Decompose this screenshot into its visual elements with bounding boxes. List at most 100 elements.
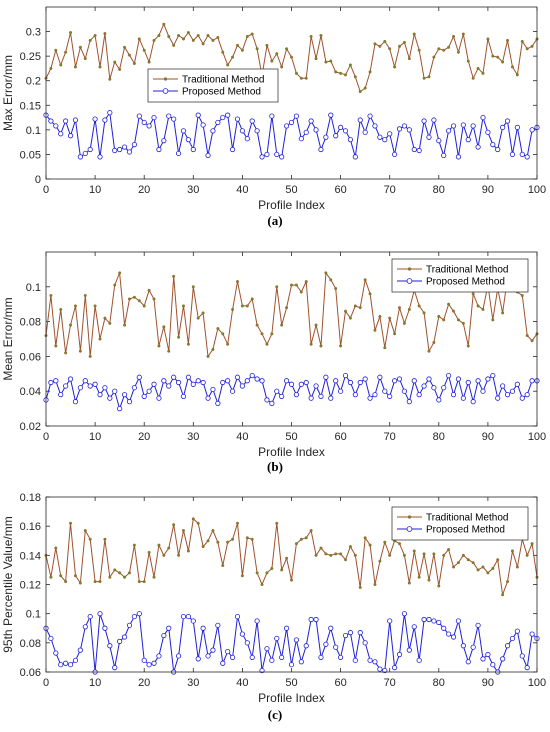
data-point-proposed <box>436 619 442 626</box>
x-tick-label: 80 <box>433 431 445 443</box>
data-point-traditional <box>206 539 210 543</box>
x-tick-label: 70 <box>384 184 396 196</box>
data-point-proposed <box>485 376 491 382</box>
data-point-proposed <box>500 383 506 389</box>
x-axis-label: Profile Index <box>258 198 325 212</box>
data-point-proposed <box>112 388 118 394</box>
data-point-traditional <box>501 311 505 315</box>
data-point-traditional <box>211 38 215 42</box>
data-point-proposed <box>514 628 520 634</box>
data-point-proposed <box>229 654 236 661</box>
data-point-traditional <box>388 47 392 51</box>
data-point-traditional <box>64 50 68 54</box>
data-point-proposed <box>274 635 280 642</box>
data-point-proposed <box>131 613 137 620</box>
data-point-proposed <box>328 395 334 401</box>
data-point-traditional <box>206 354 210 358</box>
data-point-traditional <box>510 65 514 69</box>
data-point-proposed <box>175 653 182 659</box>
x-axis-label: Profile Index <box>258 691 325 705</box>
legend-marker-traditional <box>407 515 412 519</box>
data-point-proposed <box>323 374 329 380</box>
data-point-proposed <box>401 611 408 617</box>
data-point-proposed <box>293 392 300 398</box>
data-point-proposed <box>283 625 290 631</box>
data-point-traditional <box>432 340 436 344</box>
data-point-proposed <box>308 118 314 124</box>
data-point-proposed <box>431 385 437 391</box>
x-tick-label: 60 <box>334 184 346 196</box>
data-point-proposed <box>121 634 128 640</box>
data-point-traditional <box>363 86 367 90</box>
data-point-proposed <box>372 392 378 398</box>
data-point-proposed <box>244 640 250 646</box>
data-point-proposed <box>382 137 388 143</box>
data-point-traditional <box>383 346 387 350</box>
data-point-traditional <box>491 54 495 58</box>
data-point-traditional <box>69 521 73 525</box>
data-point-proposed <box>342 372 349 379</box>
x-tick-label: 90 <box>482 184 494 196</box>
data-point-traditional <box>491 566 495 570</box>
data-point-proposed <box>82 150 88 157</box>
data-point-traditional <box>93 580 97 584</box>
data-point-proposed <box>126 399 133 405</box>
data-point-proposed <box>53 650 59 656</box>
data-point-proposed <box>500 656 506 662</box>
data-point-proposed <box>357 117 363 123</box>
data-point-traditional <box>476 304 480 308</box>
data-point-traditional <box>388 316 392 320</box>
data-point-traditional <box>54 48 58 52</box>
data-point-traditional <box>481 307 485 311</box>
data-point-traditional <box>304 280 308 284</box>
data-point-proposed <box>249 372 255 379</box>
data-point-proposed <box>411 146 417 153</box>
data-point-traditional <box>368 543 372 547</box>
data-point-traditional <box>412 549 416 553</box>
data-point-proposed <box>220 660 226 666</box>
legend-marker-proposed <box>162 88 169 94</box>
x-tick-label: 50 <box>285 184 297 196</box>
x-tick-label: 40 <box>236 431 248 443</box>
data-point-traditional <box>59 63 63 67</box>
y-tick-label: 0.3 <box>26 27 41 39</box>
data-point-traditional <box>398 44 402 48</box>
data-point-traditional <box>304 536 308 540</box>
data-point-proposed <box>455 376 462 382</box>
data-point-proposed <box>495 146 501 153</box>
data-point-traditional <box>167 349 171 353</box>
data-point-traditional <box>177 553 181 557</box>
data-point-traditional <box>137 37 141 41</box>
legend-label: Proposed Method <box>426 525 505 536</box>
data-point-proposed <box>328 112 334 118</box>
data-point-traditional <box>319 546 323 550</box>
x-tick-label: 90 <box>482 431 494 443</box>
data-point-proposed <box>318 393 324 400</box>
data-point-traditional <box>294 283 298 287</box>
data-point-proposed <box>283 378 290 384</box>
y-tick-label: 0.1 <box>26 282 41 294</box>
data-point-proposed <box>210 647 216 653</box>
data-point-proposed <box>328 625 334 631</box>
data-point-traditional <box>427 349 431 353</box>
data-point-traditional <box>201 42 205 46</box>
data-point-traditional <box>201 545 205 549</box>
data-point-traditional <box>461 321 465 325</box>
data-point-proposed <box>146 388 152 394</box>
legend-box <box>391 258 529 293</box>
data-point-traditional <box>290 578 294 582</box>
legend-marker-traditional <box>407 267 412 271</box>
data-point-proposed <box>195 656 201 662</box>
data-point-proposed <box>195 378 201 384</box>
data-point-traditional <box>461 32 465 36</box>
data-point-proposed <box>264 646 270 652</box>
data-point-proposed <box>117 638 123 644</box>
data-point-proposed <box>180 613 187 620</box>
data-point-traditional <box>383 39 387 43</box>
data-point-traditional <box>103 32 107 36</box>
data-point-traditional <box>98 580 102 584</box>
data-point-proposed <box>524 154 530 160</box>
data-point-traditional <box>466 344 470 348</box>
data-point-proposed <box>254 376 260 382</box>
data-point-proposed <box>72 657 79 663</box>
